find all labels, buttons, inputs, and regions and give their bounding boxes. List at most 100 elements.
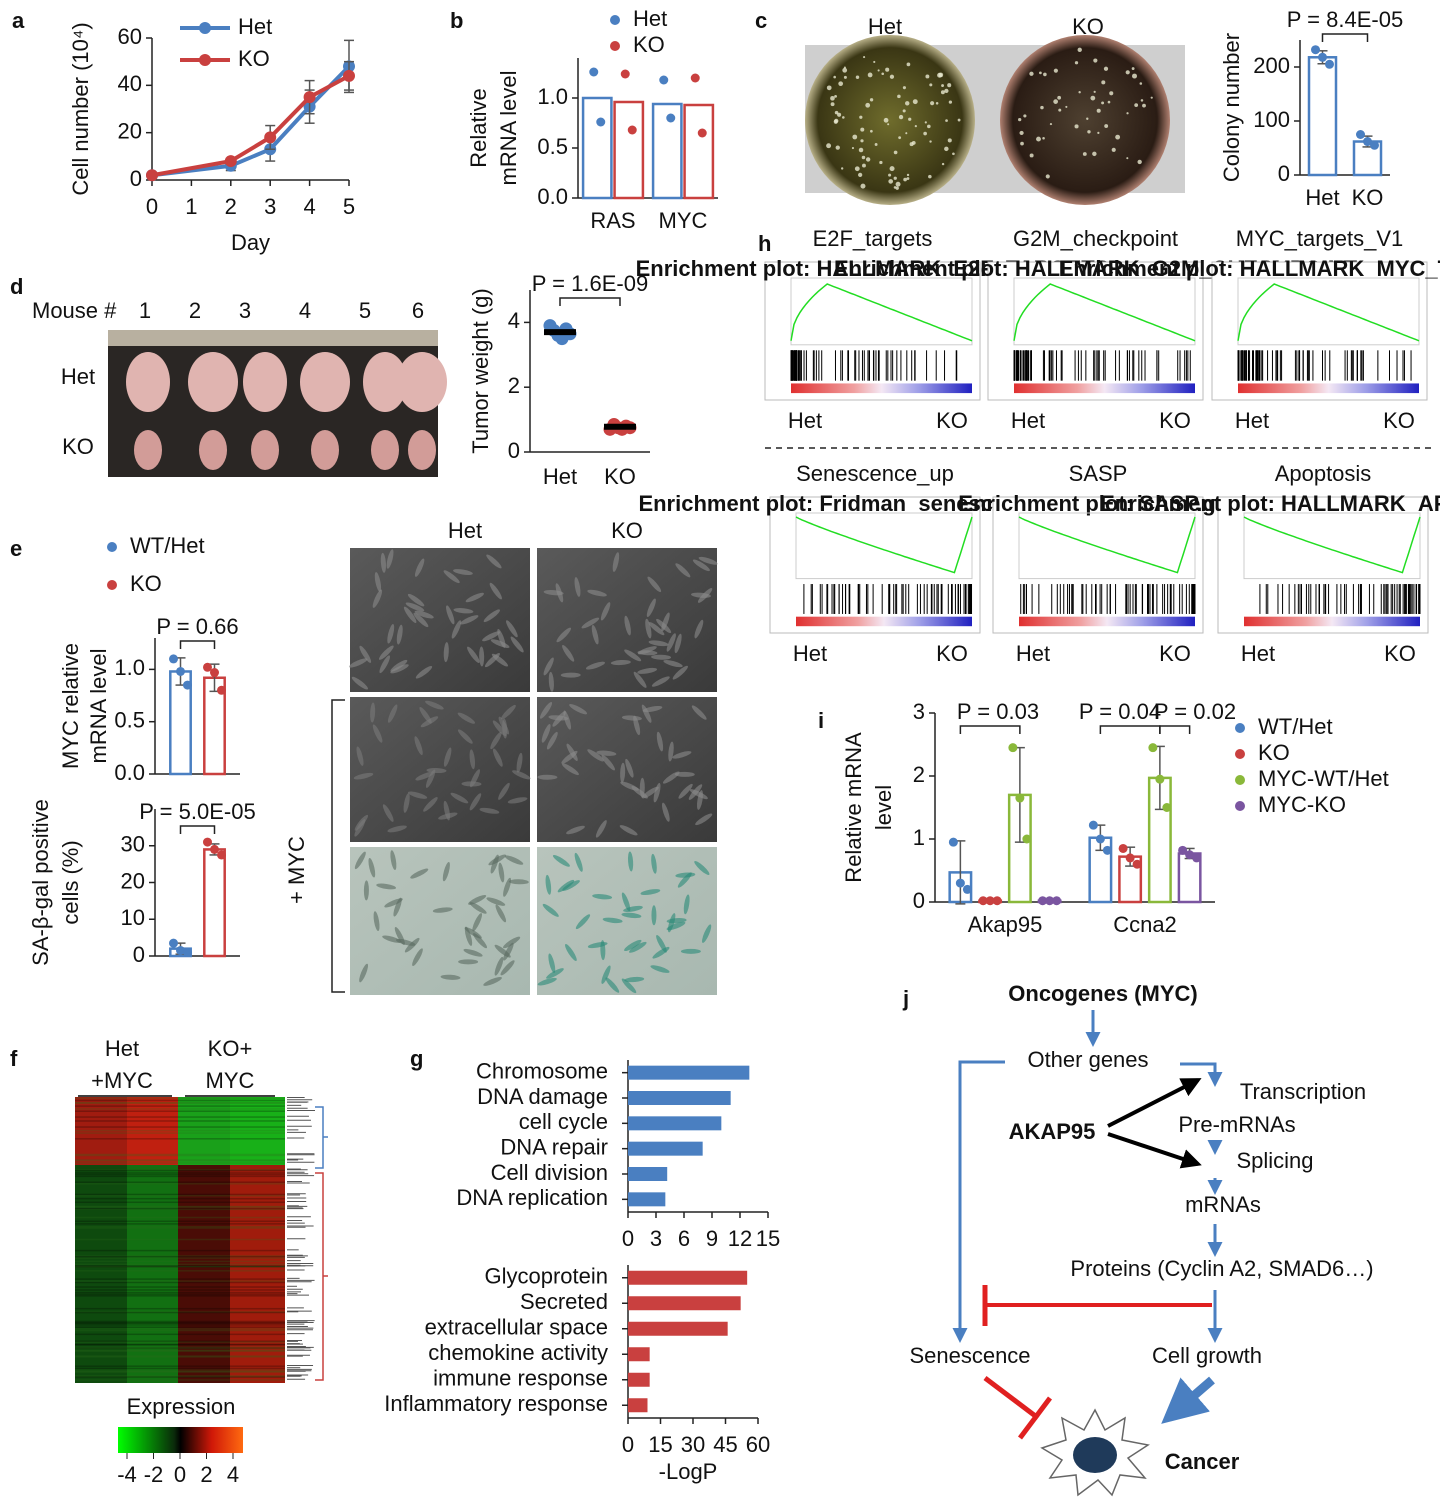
heatmap-row — [75, 1126, 285, 1128]
cell — [472, 913, 483, 932]
heatmap-row — [75, 1173, 285, 1176]
cell — [468, 894, 487, 905]
heatmap-row — [75, 1201, 285, 1204]
p-value: P = 0.04 — [1079, 699, 1161, 724]
bar — [628, 1091, 731, 1105]
cell — [512, 770, 531, 780]
heatmap-row — [75, 1257, 285, 1259]
y-axis-label: mRNA level — [86, 649, 111, 764]
cell — [461, 781, 482, 787]
cell — [384, 898, 403, 908]
cell — [407, 791, 428, 799]
enrichment-curve — [1237, 283, 1420, 342]
colorbar-tick-label: 0 — [174, 1462, 186, 1487]
panel-letter: j — [902, 986, 909, 1011]
y-tick-label: 1 — [913, 825, 925, 850]
cell — [390, 664, 409, 674]
colony — [1039, 71, 1042, 75]
panel-letter: c — [755, 8, 767, 33]
colony — [1045, 174, 1050, 179]
heatmap-row — [75, 1205, 285, 1208]
group-label: KO — [1159, 408, 1191, 433]
heatmap-row — [75, 1223, 285, 1225]
cell — [419, 706, 432, 724]
colony — [837, 112, 842, 117]
colony — [1093, 58, 1098, 63]
gsea-frame — [769, 496, 981, 634]
y-tick-label: 200 — [1253, 53, 1290, 78]
cell — [574, 577, 581, 597]
column-label: +MYC — [91, 1068, 153, 1093]
bar — [628, 1372, 650, 1387]
data-point — [169, 654, 178, 664]
x-tick-label: KO — [1352, 185, 1384, 210]
heatmap-row — [75, 1260, 285, 1263]
gsea-frame — [1217, 496, 1429, 634]
cell — [621, 978, 637, 994]
tumor — [363, 352, 407, 412]
colorbar-tick-label: 4 — [227, 1462, 239, 1487]
colony — [841, 167, 844, 170]
gsea-plot-title: Enrichment plot: SASP.grp — [958, 491, 1238, 516]
cell — [376, 883, 397, 890]
y-tick-label: 20 — [118, 118, 142, 143]
data-point — [210, 668, 219, 678]
colony — [888, 173, 892, 177]
heatmap-row — [75, 1099, 285, 1102]
tumor — [199, 430, 227, 470]
cell — [629, 941, 647, 953]
cell — [446, 605, 455, 625]
cell — [483, 609, 500, 623]
colony — [862, 163, 866, 168]
legend-label: Het — [633, 6, 667, 31]
heatmap-row — [75, 1311, 285, 1313]
cell — [565, 944, 577, 962]
cell — [494, 956, 504, 976]
panel-letter: f — [10, 1046, 18, 1071]
bar — [203, 848, 226, 958]
cell — [651, 654, 672, 660]
colony — [928, 174, 932, 179]
panel-letter: d — [10, 274, 23, 299]
y-tick-label: extracellular space — [425, 1315, 608, 1340]
cell — [545, 874, 552, 895]
tumor — [134, 430, 162, 470]
cell — [506, 620, 518, 638]
micrograph-grid — [331, 548, 718, 995]
tumor — [408, 430, 436, 470]
cell — [494, 944, 511, 958]
cell — [563, 710, 572, 730]
colony — [930, 101, 935, 106]
y-tick-label: Secreted — [520, 1289, 608, 1314]
heatmap-row — [75, 1194, 285, 1197]
cell — [469, 902, 487, 914]
cell — [467, 646, 480, 663]
cell — [574, 852, 583, 872]
heatmap-row — [75, 1329, 285, 1332]
enrichment-curve — [795, 516, 973, 574]
cell — [581, 617, 600, 629]
cell — [443, 642, 449, 663]
cell — [363, 880, 369, 901]
cell — [425, 769, 436, 788]
colony — [1040, 105, 1044, 110]
cell — [442, 861, 450, 882]
bar — [628, 1065, 750, 1080]
legend-label: MYC-WT/Het — [1258, 766, 1389, 791]
cell — [500, 960, 515, 976]
colony — [835, 145, 840, 150]
cell — [425, 700, 444, 710]
y-tick-label: 0 — [133, 942, 145, 967]
significance-bracket — [559, 297, 621, 306]
cell — [386, 549, 394, 569]
data-point — [1102, 845, 1112, 855]
cell — [486, 897, 506, 906]
data-point — [1052, 896, 1062, 906]
cell — [453, 608, 474, 614]
p-value: P = 0.66 — [156, 614, 238, 639]
significance-bracket — [959, 725, 1021, 734]
colony — [1137, 159, 1142, 165]
heatmap-row — [75, 1293, 285, 1296]
y-axis-label: level — [871, 785, 896, 830]
cell — [661, 612, 670, 632]
